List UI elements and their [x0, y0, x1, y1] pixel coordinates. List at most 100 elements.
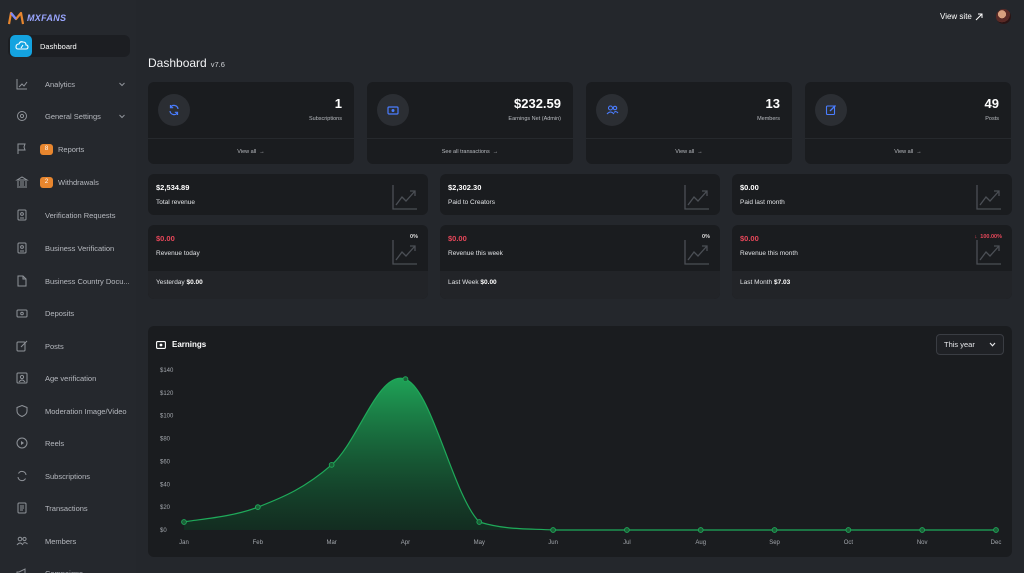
sidebar-item-verification-requests[interactable]: Verification Requests	[8, 204, 130, 226]
x-tick-label: Jan	[179, 540, 189, 546]
x-tick-label: Sep	[769, 540, 780, 546]
rev-value: $2,302.30	[448, 183, 482, 192]
see-all-transactions-link[interactable]: See all transactions →	[441, 149, 499, 155]
external-arrow-icon	[975, 13, 983, 20]
paid-to-creators-card: $2,302.30 Paid to Creators	[440, 174, 720, 215]
building-icon	[15, 241, 29, 255]
sidebar-item-general-settings[interactable]: General Settings	[8, 105, 130, 127]
y-tick-label: $0	[160, 528, 167, 534]
rev-label: Revenue today	[156, 250, 200, 257]
data-point-dec[interactable]	[993, 527, 999, 533]
divider	[805, 138, 1011, 139]
trend-chart-icon	[392, 185, 417, 210]
y-tick-label: $80	[160, 437, 171, 443]
stat-label: Subscriptions	[308, 116, 342, 122]
view-site-label: View site	[940, 12, 972, 21]
brand-logo[interactable]: MXFANS	[8, 10, 66, 26]
data-point-jul[interactable]	[624, 527, 630, 533]
sidebar-item-age-verification[interactable]: Age verification	[8, 367, 130, 389]
rev-label: Revenue this month	[740, 250, 798, 257]
sidebar-item-moderation-image-video[interactable]: Moderation Image/Video	[8, 400, 130, 422]
earnings-area	[184, 378, 996, 530]
revenue-month-card: $0.00 Revenue this month ↓ 100.00% Last …	[732, 225, 1012, 299]
sidebar-item-label: Campaigns	[45, 568, 83, 573]
cloud-dashboard-icon	[10, 35, 32, 57]
x-tick-label: Aug	[695, 540, 706, 546]
data-point-sep[interactable]	[771, 527, 778, 533]
revenue-week-card: $0.00 Revenue this week 0% Last Week $0.…	[440, 225, 720, 299]
data-point-jan[interactable]	[181, 519, 187, 525]
brand-name: MXFANS	[27, 13, 67, 23]
data-point-jun[interactable]	[550, 527, 556, 533]
data-point-oct[interactable]	[845, 527, 852, 533]
data-point-nov[interactable]	[919, 527, 926, 533]
refresh-icon	[15, 469, 29, 483]
earnings-panel: Earnings This year $0 $20 $40 $60 $80 $100 $12…	[148, 326, 1012, 557]
view-all-link[interactable]: View all →	[894, 149, 922, 155]
sidebar-item-withdrawals[interactable]: 2 Withdrawals	[8, 171, 130, 193]
trend-chart-icon	[976, 185, 1001, 210]
view-all-link[interactable]: View all →	[675, 149, 703, 155]
rev-value: $0.00	[156, 234, 175, 243]
rev-footer: Yesterday $0.00	[148, 271, 428, 299]
sidebar-item-subscriptions[interactable]: Subscriptions	[8, 465, 130, 487]
stat-card-subscriptions: 1 Subscriptions View all →	[148, 82, 354, 164]
divider	[148, 138, 354, 139]
view-site-link[interactable]: View site	[940, 12, 983, 21]
sidebar-item-label: General Settings	[45, 111, 101, 121]
stat-label: Members	[757, 116, 780, 122]
chevron-down-icon	[119, 114, 125, 119]
total-revenue-card: $2,534.89 Total revenue	[148, 174, 428, 215]
data-point-feb[interactable]	[254, 504, 261, 510]
stat-label: Posts	[985, 116, 999, 122]
sidebar-item-dashboard[interactable]: Dashboard	[8, 35, 130, 57]
sidebar-item-posts[interactable]: Posts	[8, 335, 130, 357]
divider	[586, 138, 792, 139]
data-point-aug[interactable]	[697, 527, 704, 533]
id-card-icon	[15, 208, 29, 222]
sidebar-item-deposits[interactable]: Deposits	[8, 302, 130, 324]
data-point-may[interactable]	[476, 519, 483, 525]
data-point-apr[interactable]	[402, 376, 409, 382]
view-all-link[interactable]: View all →	[237, 149, 265, 155]
rev-value: $0.00	[740, 183, 759, 192]
chart-line-icon	[15, 77, 29, 91]
sidebar-item-transactions[interactable]: Transactions	[8, 497, 130, 519]
sidebar-item-reels[interactable]: Reels	[8, 432, 130, 454]
sidebar-item-business-country-docu[interactable]: Business Country Docu...	[8, 270, 130, 292]
sidebar-item-reports[interactable]: 8 Reports	[8, 138, 130, 160]
play-circle-icon	[15, 436, 29, 450]
sidebar-item-label: Transactions	[45, 503, 88, 513]
y-tick-label: $140	[160, 368, 174, 374]
document-icon	[15, 274, 29, 288]
page-version: v7.6	[210, 60, 225, 69]
bank-icon	[15, 175, 29, 189]
page-title: Dashboard v7.6	[148, 56, 225, 70]
sidebar-item-members[interactable]: Members	[8, 530, 130, 552]
sidebar-item-label: Members	[45, 536, 77, 546]
data-point-mar[interactable]	[328, 462, 335, 468]
rev-value: $0.00	[740, 234, 759, 243]
trend-chart-icon	[684, 185, 709, 210]
rev-footer: Last Month $7.03	[732, 271, 1012, 299]
page-title-text: Dashboard	[148, 56, 207, 70]
period-select[interactable]: This year	[936, 334, 1004, 355]
stat-card-members: 13 Members View all →	[586, 82, 792, 164]
sidebar-item-analytics[interactable]: Analytics	[8, 73, 130, 95]
sidebar-item-label: Age verification	[45, 373, 97, 383]
sidebar-item-business-verification[interactable]: Business Verification	[8, 237, 130, 259]
rev-value: $2,534.89	[156, 183, 190, 192]
users-icon	[596, 94, 628, 126]
sidebar-item-label: Verification Requests	[45, 210, 116, 220]
x-tick-label: Jul	[623, 540, 631, 546]
chevron-down-icon	[119, 82, 125, 87]
y-tick-label: $40	[160, 482, 171, 488]
avatar[interactable]	[996, 9, 1011, 24]
sidebar-item-label: Subscriptions	[45, 471, 91, 481]
divider	[367, 138, 573, 139]
nav-badge: 8	[40, 143, 53, 155]
x-tick-label: Oct	[844, 540, 854, 546]
sidebar-item-campaigns[interactable]: Campaigns	[8, 562, 130, 573]
x-tick-label: Nov	[917, 540, 928, 546]
rev-percent: ↓ 100.00%	[974, 234, 1002, 240]
